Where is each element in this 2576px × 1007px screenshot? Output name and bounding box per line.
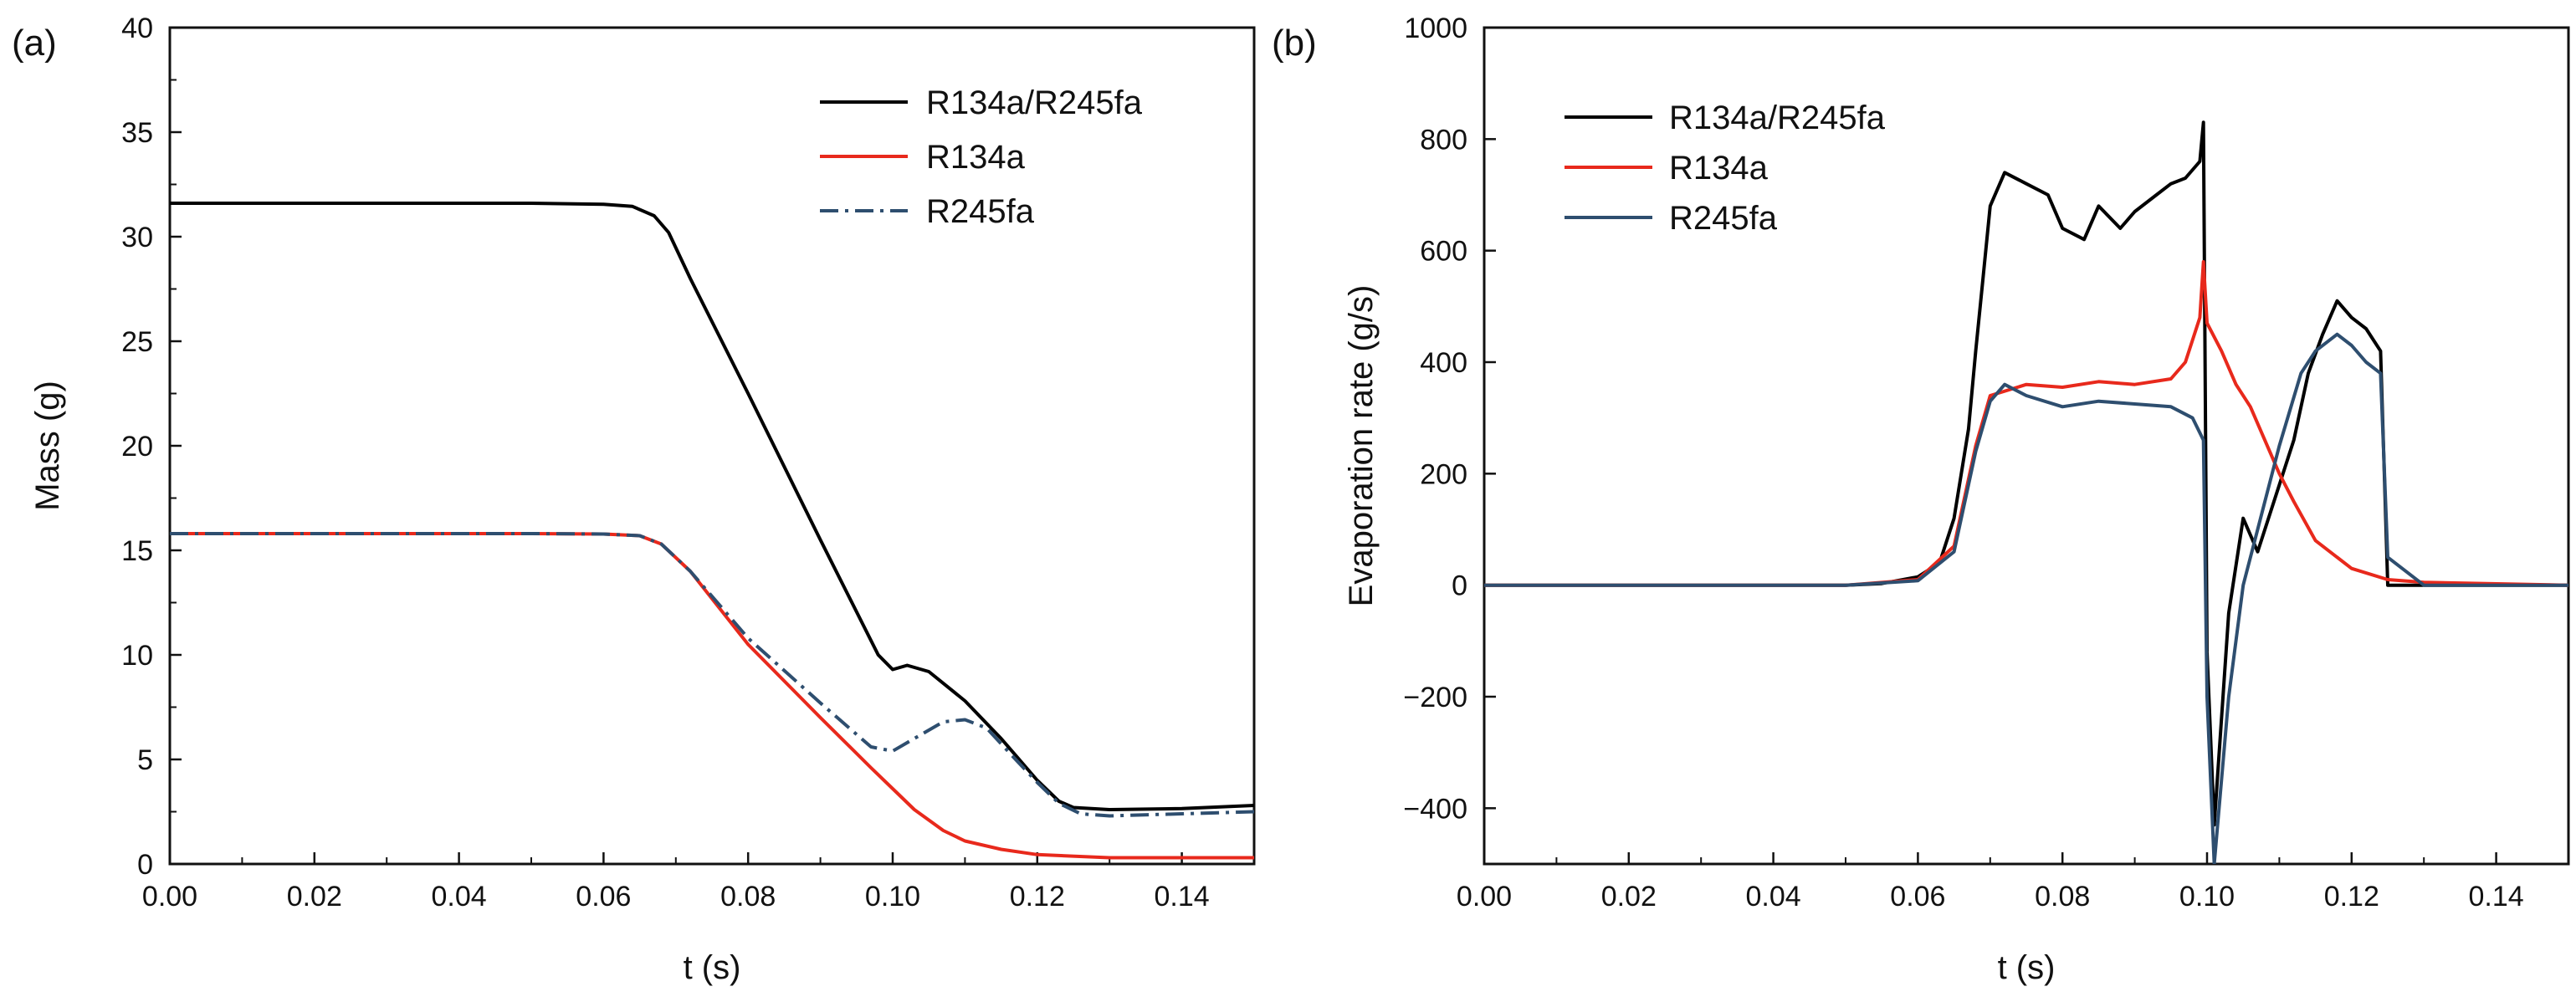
panel-a-mass-chart: (a) 0.00 0.02 0.04 0.06 0.08 0.10 0.12 0.14 0 5 1… xyxy=(12,13,1256,986)
x-tick-label: 0.12 xyxy=(1010,881,1065,912)
x-tick-label: 0.14 xyxy=(2469,881,2524,912)
x-tick-label: 0.08 xyxy=(720,881,776,912)
panel-b-label: (b) xyxy=(1272,23,1317,64)
y-tick-label: 800 xyxy=(1420,124,1467,156)
panel-a-y-axis-label: Mass (g) xyxy=(29,381,66,511)
panel-a-x-axis-label: t (s) xyxy=(684,949,741,986)
y-tick-label: −200 xyxy=(1403,682,1467,713)
x-tick-label: 0.02 xyxy=(1601,881,1657,912)
legend-label-r134a: R134a xyxy=(1669,150,1769,187)
series-line-r134a xyxy=(1484,260,2568,587)
y-tick-label: 600 xyxy=(1420,236,1467,268)
y-tick-label: −400 xyxy=(1403,793,1467,825)
y-tick-label: 10 xyxy=(121,640,153,672)
x-tick-label: 0.00 xyxy=(1457,881,1512,912)
y-tick-label: 0 xyxy=(1452,570,1467,602)
x-tick-label: 0.04 xyxy=(432,881,487,912)
y-tick-label: 1000 xyxy=(1404,13,1467,44)
panel-b-plot-frame xyxy=(1483,26,2570,866)
x-tick-label: 0.08 xyxy=(2035,881,2090,912)
series-line-r134a-r245fa xyxy=(1484,120,2568,827)
y-tick-label: 200 xyxy=(1420,458,1467,490)
legend-label-r245fa: R245fa xyxy=(1669,200,1778,237)
y-tick-label: 400 xyxy=(1420,347,1467,379)
x-tick-label: 0.14 xyxy=(1155,881,1210,912)
x-tick-label: 0.10 xyxy=(2179,881,2235,912)
x-tick-label: 0.06 xyxy=(1890,881,1945,912)
y-tick-label: 20 xyxy=(121,431,153,463)
panel-a-series-group xyxy=(170,202,1254,860)
series-line-r134a-r245fa xyxy=(170,202,1254,811)
x-tick-label: 0.02 xyxy=(287,881,342,912)
panel-b-y-axis-label: Evaporation rate (g/s) xyxy=(1343,285,1380,607)
y-tick-label: 5 xyxy=(137,744,153,776)
y-tick-label: 0 xyxy=(137,849,153,881)
x-tick-label: 0.00 xyxy=(142,881,197,912)
panel-b-evaporation-chart: (b) 0.00 0.02 0.04 0.06 0.08 0.10 0.12 0.14 −40… xyxy=(1272,13,2570,986)
y-tick-label: 15 xyxy=(121,535,153,567)
panel-a-x-ticks: 0.00 0.02 0.04 0.06 0.08 0.10 0.12 0.14 xyxy=(142,852,1210,912)
x-tick-label: 0.04 xyxy=(1746,881,1801,912)
y-tick-label: 25 xyxy=(121,326,153,358)
panel-b-x-axis-label: t (s) xyxy=(1998,949,2056,986)
y-tick-label: 40 xyxy=(121,13,153,44)
legend-label-r134a-r245fa: R134a/R245fa xyxy=(926,84,1143,121)
x-tick-label: 0.12 xyxy=(2324,881,2379,912)
x-tick-label: 0.06 xyxy=(576,881,631,912)
legend-label-r134a: R134a xyxy=(926,139,1026,176)
panel-b-series-group xyxy=(1484,120,2568,864)
x-tick-label: 0.10 xyxy=(865,881,920,912)
legend-label-r245fa: R245fa xyxy=(926,193,1035,230)
panel-a-plot-frame xyxy=(168,26,1256,866)
panel-a-y-ticks: 0 5 10 15 20 25 30 35 40 xyxy=(121,13,182,881)
legend-label-r134a-r245fa: R134a/R245fa xyxy=(1669,100,1886,136)
series-line-r245fa xyxy=(170,532,1254,818)
panel-a-label: (a) xyxy=(12,23,57,64)
panel-b-x-ticks: 0.00 0.02 0.04 0.06 0.08 0.10 0.12 0.14 xyxy=(1457,852,2524,912)
y-tick-label: 30 xyxy=(121,222,153,253)
panel-b-legend: R134a/R245fa R134a R245fa xyxy=(1565,100,1886,237)
panel-a-legend: R134a/R245fa R134a R245fa xyxy=(820,84,1143,230)
panel-b-y-ticks: −400 −200 0 200 400 600 800 1000 xyxy=(1403,13,1496,825)
series-line-r245fa xyxy=(1484,332,2568,864)
y-tick-label: 35 xyxy=(121,117,153,149)
